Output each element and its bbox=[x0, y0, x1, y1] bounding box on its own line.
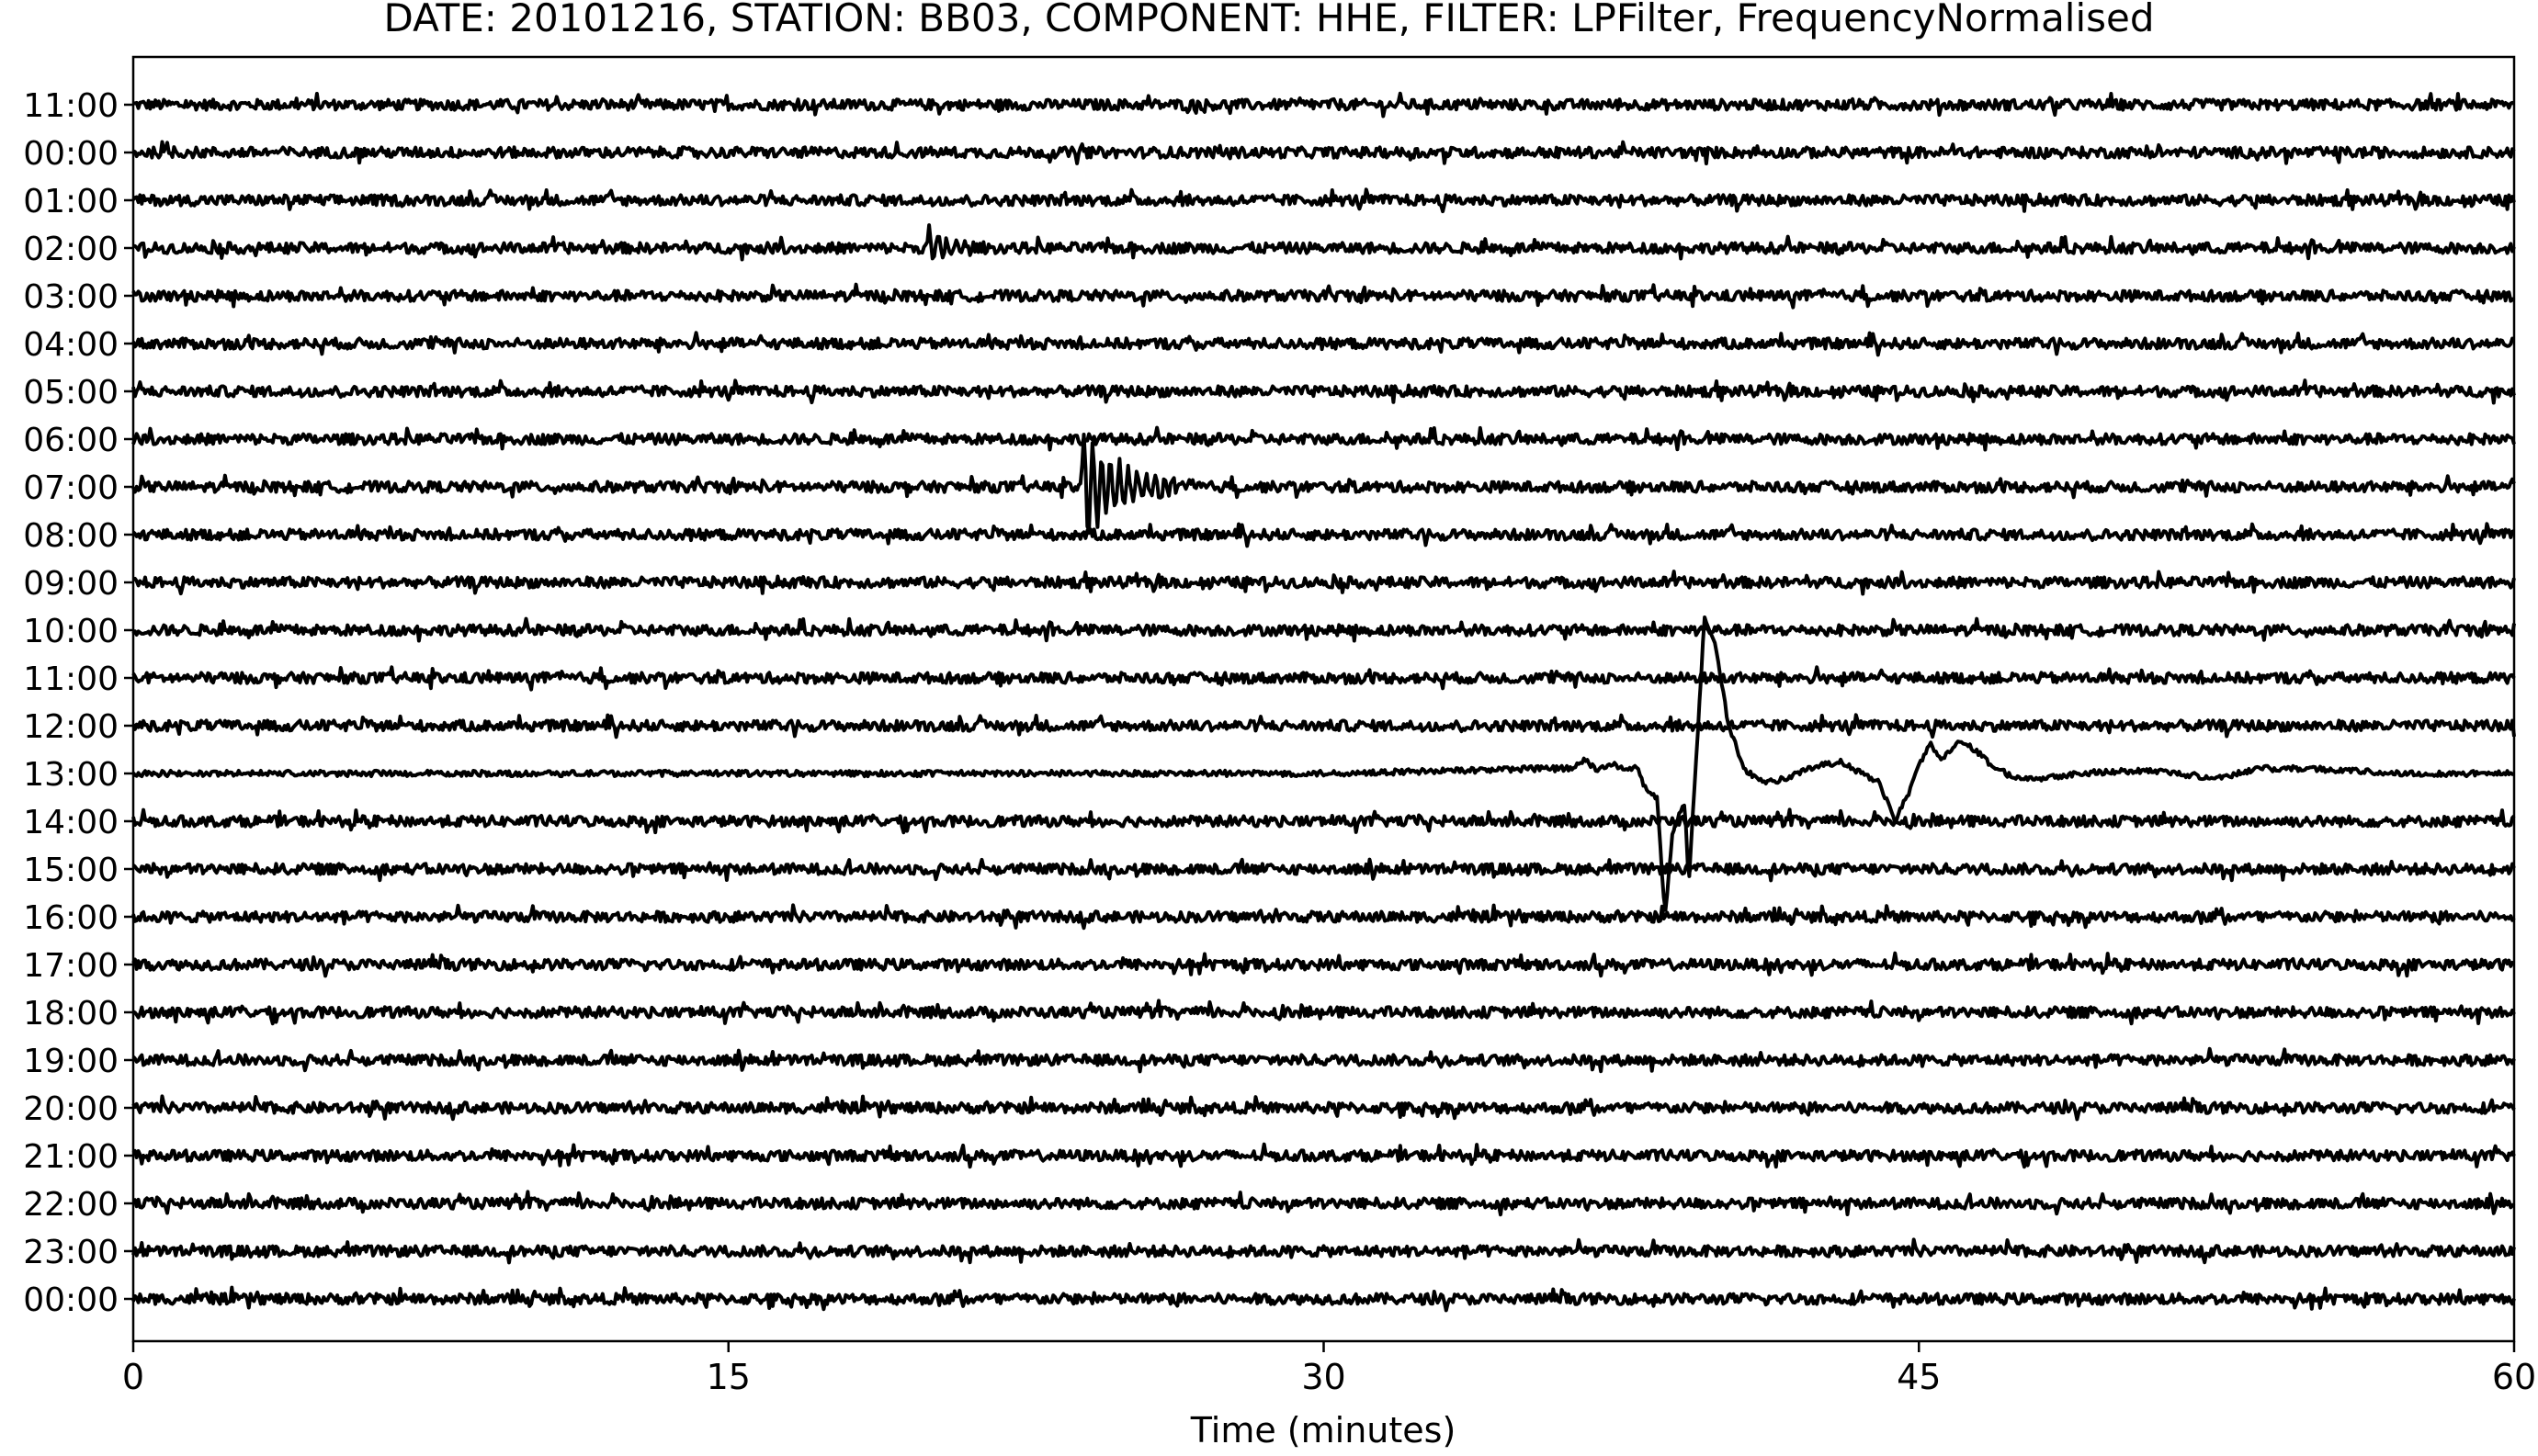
y-tick-label: 18:00 bbox=[23, 995, 119, 1033]
trace-10 bbox=[132, 570, 2516, 596]
y-tick-label: 11:00 bbox=[23, 660, 119, 698]
trace-2 bbox=[131, 187, 2516, 214]
y-tick-label: 15:00 bbox=[23, 852, 119, 889]
trace-22 bbox=[131, 1142, 2516, 1169]
trace-5 bbox=[131, 331, 2516, 357]
trace-11 bbox=[131, 616, 2516, 643]
x-tick-group: 0 15 30 45 60 bbox=[122, 1341, 2536, 1397]
trace-7 bbox=[131, 425, 2516, 452]
y-tick-label: 10:00 bbox=[23, 613, 119, 650]
x-tick-label: 45 bbox=[1897, 1357, 1941, 1397]
trace-19 bbox=[131, 999, 2516, 1026]
y-tick-label: 04:00 bbox=[23, 326, 119, 364]
y-tick-label: 03:00 bbox=[23, 278, 119, 316]
y-tick-label: 11:00 bbox=[23, 87, 119, 125]
trace-8 bbox=[131, 433, 2516, 533]
y-tick-label: 16:00 bbox=[23, 899, 119, 937]
y-tick-label: 13:00 bbox=[23, 756, 119, 794]
y-tick-label: 05:00 bbox=[23, 374, 119, 412]
trace-25 bbox=[131, 1285, 2516, 1313]
trace-1 bbox=[132, 140, 2516, 165]
trace-6 bbox=[131, 378, 2516, 405]
trace-4 bbox=[131, 282, 2516, 310]
plot-frame bbox=[131, 55, 2516, 1343]
trace-16 bbox=[131, 857, 2516, 883]
y-tick-label: 09:00 bbox=[23, 565, 119, 603]
x-tick-label: 0 bbox=[122, 1357, 144, 1397]
y-tick-label: 08:00 bbox=[23, 517, 119, 555]
x-tick-label: 60 bbox=[2492, 1357, 2536, 1397]
trace-0 bbox=[132, 91, 2515, 119]
x-tick-label: 30 bbox=[1301, 1357, 1345, 1397]
trace-13 bbox=[131, 713, 2516, 739]
trace-24 bbox=[131, 1237, 2516, 1265]
y-tick-label: 01:00 bbox=[23, 183, 119, 220]
x-tick-label: 15 bbox=[707, 1357, 751, 1397]
y-tick-label: 20:00 bbox=[23, 1090, 119, 1128]
y-tick-group: 11:00 00:00 01:00 02:00 03:00 04:00 05:00 06:00… bbox=[23, 87, 133, 1319]
trace-12 bbox=[131, 665, 2516, 692]
trace-group bbox=[131, 91, 2516, 1313]
y-tick-label: 19:00 bbox=[23, 1043, 119, 1080]
trace-17 bbox=[131, 903, 2516, 931]
trace-14 bbox=[131, 615, 2515, 912]
y-tick-label: 00:00 bbox=[23, 135, 119, 173]
y-tick-label: 00:00 bbox=[23, 1281, 119, 1319]
y-tick-label: 22:00 bbox=[23, 1186, 119, 1224]
y-tick-label: 02:00 bbox=[23, 231, 119, 268]
trace-18 bbox=[131, 951, 2516, 978]
y-tick-label: 23:00 bbox=[23, 1234, 119, 1271]
y-tick-label: 12:00 bbox=[23, 708, 119, 746]
chart-title: DATE: 20101216, STATION: BB03, COMPONENT… bbox=[383, 0, 2154, 40]
trace-20 bbox=[131, 1046, 2516, 1074]
y-tick-label: 07:00 bbox=[23, 469, 119, 507]
trace-21 bbox=[131, 1094, 2516, 1122]
y-tick-label: 06:00 bbox=[23, 422, 119, 459]
y-tick-label: 17:00 bbox=[23, 947, 119, 985]
trace-9 bbox=[131, 522, 2515, 548]
x-axis-label: Time (minutes) bbox=[1190, 1410, 1456, 1450]
trace-23 bbox=[131, 1190, 2516, 1217]
trace-15 bbox=[131, 807, 2516, 835]
y-tick-label: 21:00 bbox=[23, 1138, 119, 1176]
y-tick-label: 14:00 bbox=[23, 804, 119, 841]
trace-3 bbox=[132, 223, 2516, 262]
